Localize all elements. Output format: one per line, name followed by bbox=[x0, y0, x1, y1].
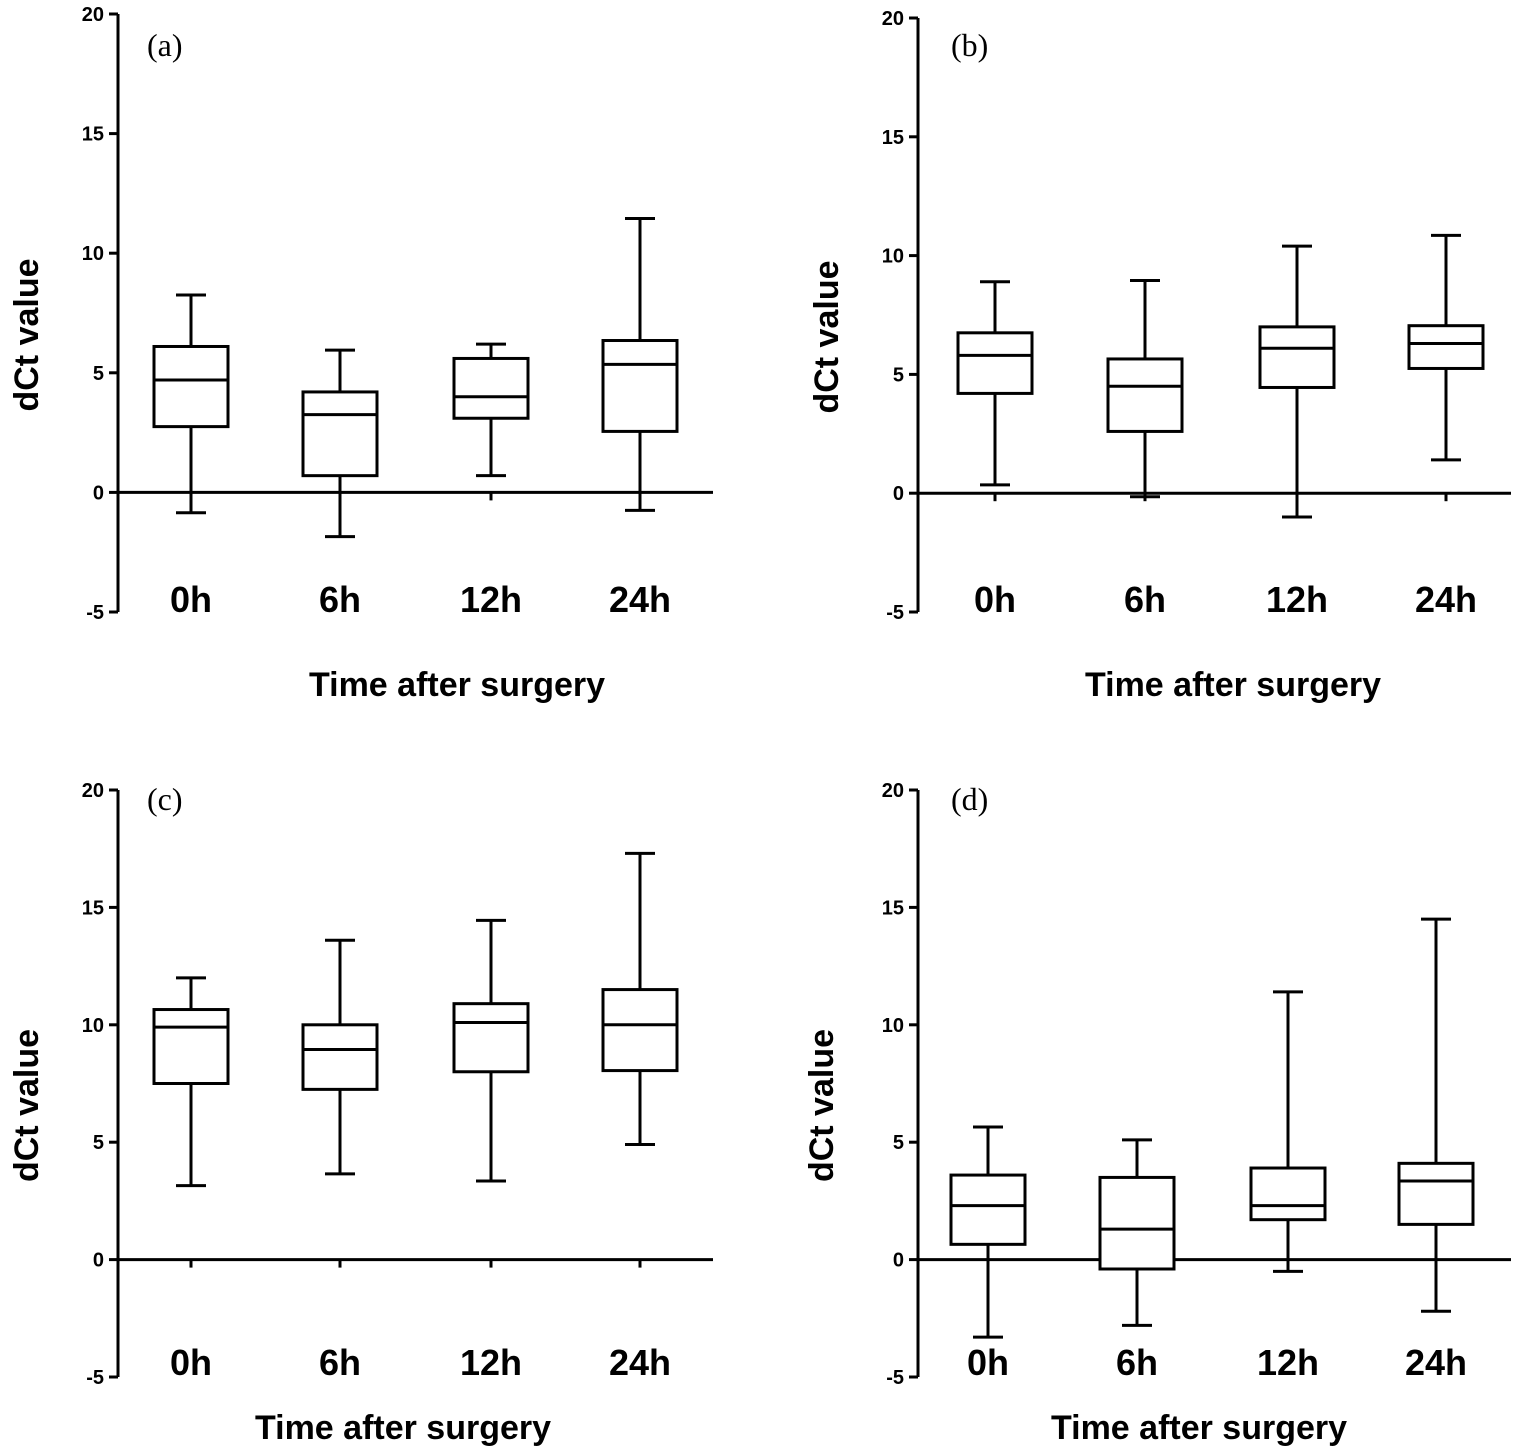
x-axis-title: Time after surgery bbox=[1085, 666, 1381, 704]
x-category-label: 0h bbox=[170, 1342, 212, 1383]
chart-panel-2: -5 0 5 10 15 20 0h 6h 12h 24h Time after surgery dC… bbox=[808, 8, 1511, 704]
y-tick-label: 0 bbox=[893, 1250, 904, 1272]
y-tick-label: -5 bbox=[886, 1367, 904, 1389]
y-tick-label: 5 bbox=[893, 364, 904, 386]
panel-label: (c) bbox=[147, 781, 183, 817]
x-category-label: 0h bbox=[170, 579, 212, 620]
y-tick-label: 20 bbox=[82, 4, 104, 26]
x-axis-title: Time after surgery bbox=[1051, 1409, 1347, 1447]
y-tick-label: 20 bbox=[882, 780, 904, 802]
y-tick-label: 10 bbox=[882, 246, 904, 268]
x-category-label: 6h bbox=[1116, 1342, 1158, 1383]
box-12h bbox=[1249, 990, 1327, 1273]
x-category-label: 12h bbox=[460, 1342, 522, 1383]
box-24h bbox=[1397, 917, 1475, 1313]
y-tick-label: 15 bbox=[882, 127, 904, 149]
box-24h bbox=[601, 851, 679, 1147]
box-0h bbox=[956, 280, 1034, 487]
iqr-box bbox=[956, 331, 1034, 395]
iqr-box bbox=[1106, 357, 1184, 433]
x-category-label: 6h bbox=[319, 1342, 361, 1383]
y-tick-label: 0 bbox=[93, 1250, 104, 1272]
iqr-box bbox=[1098, 1175, 1176, 1271]
iqr-box bbox=[452, 356, 530, 420]
y-tick-label: 5 bbox=[93, 363, 104, 385]
iqr-box bbox=[1407, 324, 1485, 370]
x-axis-title: Time after surgery bbox=[255, 1409, 551, 1447]
y-tick-label: 0 bbox=[93, 482, 104, 504]
y-tick-label: -5 bbox=[86, 1367, 104, 1389]
y-tick-label: -5 bbox=[86, 602, 104, 624]
x-category-label: 6h bbox=[319, 579, 361, 620]
y-tick-label: 15 bbox=[882, 897, 904, 919]
y-tick-label: 5 bbox=[893, 1132, 904, 1154]
box-12h bbox=[452, 342, 530, 478]
y-tick-label: 10 bbox=[882, 1015, 904, 1037]
panel-label: (d) bbox=[951, 781, 988, 817]
iqr-box bbox=[1249, 1166, 1327, 1222]
box-24h bbox=[1407, 233, 1485, 462]
chart-panel-4: -5 0 5 10 15 20 0h 6h 12h 24h Time after surgery dC… bbox=[803, 780, 1511, 1447]
x-category-label: 24h bbox=[1415, 579, 1477, 620]
iqr-box bbox=[301, 1023, 379, 1091]
x-category-label: 24h bbox=[609, 579, 671, 620]
box-6h bbox=[1106, 279, 1184, 499]
box-12h bbox=[452, 918, 530, 1183]
y-tick-label: 5 bbox=[93, 1132, 104, 1154]
x-category-label: 12h bbox=[460, 579, 522, 620]
x-category-label: 0h bbox=[974, 579, 1016, 620]
box-6h bbox=[1098, 1138, 1176, 1327]
iqr-box bbox=[152, 344, 230, 429]
y-tick-label: 15 bbox=[82, 897, 104, 919]
iqr-box bbox=[601, 339, 679, 433]
x-category-label: 24h bbox=[609, 1342, 671, 1383]
y-tick-label: 15 bbox=[82, 124, 104, 146]
y-tick-label: 10 bbox=[82, 243, 104, 265]
iqr-box bbox=[301, 390, 379, 478]
y-tick-label: 20 bbox=[82, 780, 104, 802]
y-tick-label: 0 bbox=[893, 483, 904, 505]
x-category-label: 12h bbox=[1257, 1342, 1319, 1383]
box-24h bbox=[601, 217, 679, 512]
y-axis-title: dCt value bbox=[803, 1029, 841, 1182]
chart-panel-3: -5 0 5 10 15 20 0h 6h 12h 24h Time after surgery dC… bbox=[8, 780, 713, 1447]
iqr-box bbox=[601, 988, 679, 1073]
box-6h bbox=[301, 348, 379, 539]
box-12h bbox=[1258, 244, 1336, 519]
iqr-box bbox=[1397, 1161, 1475, 1226]
box-0h bbox=[152, 293, 230, 515]
x-category-label: 12h bbox=[1266, 579, 1328, 620]
x-category-label: 24h bbox=[1405, 1342, 1467, 1383]
iqr-box bbox=[452, 1002, 530, 1074]
chart-panel-1: -5 0 5 10 15 20 0h 6h 12h 24h Time after surgery dC… bbox=[8, 4, 713, 704]
y-axis-title: dCt value bbox=[808, 260, 846, 413]
box-0h bbox=[949, 1125, 1027, 1339]
panel-label: (a) bbox=[147, 27, 183, 63]
y-tick-label: -5 bbox=[886, 602, 904, 624]
y-axis-title: dCt value bbox=[8, 258, 46, 411]
iqr-box bbox=[949, 1173, 1027, 1246]
y-tick-label: 10 bbox=[82, 1015, 104, 1037]
iqr-box bbox=[152, 1008, 230, 1086]
panel-label: (b) bbox=[951, 27, 988, 63]
box-0h bbox=[152, 976, 230, 1188]
y-axis-title: dCt value bbox=[8, 1029, 46, 1182]
iqr-box bbox=[1258, 325, 1336, 389]
x-category-label: 6h bbox=[1124, 579, 1166, 620]
x-axis-title: Time after surgery bbox=[309, 666, 605, 704]
y-tick-label: 20 bbox=[882, 8, 904, 30]
x-category-label: 0h bbox=[967, 1342, 1009, 1383]
box-6h bbox=[301, 938, 379, 1176]
